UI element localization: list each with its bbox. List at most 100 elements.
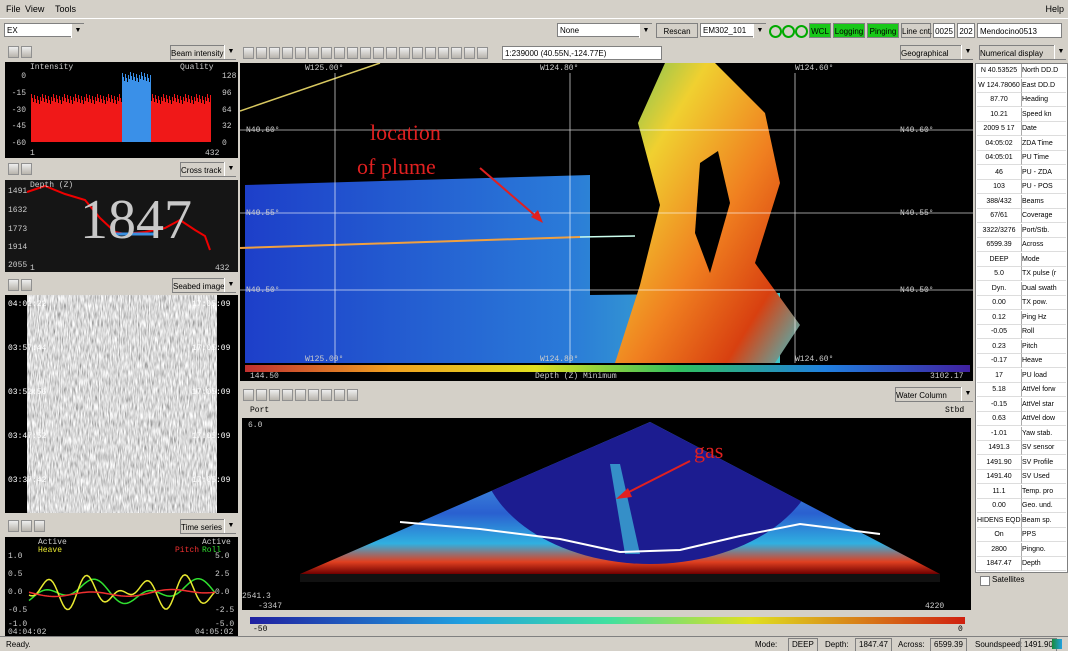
map-tool[interactable] <box>399 47 410 59</box>
y-tick-label: -30 <box>11 106 26 115</box>
intensity-bar-decor <box>48 96 49 142</box>
map-tool[interactable] <box>243 47 254 59</box>
label-cell: Heave <box>1022 354 1066 368</box>
water-column-panel <box>240 404 973 636</box>
intensity-bar-decor <box>145 77 146 142</box>
map-tool[interactable] <box>412 47 423 59</box>
dropdown-arrow[interactable]: ▼ <box>1054 45 1067 59</box>
menu-item[interactable]: File <box>6 4 21 14</box>
map-tool[interactable] <box>256 47 267 59</box>
wc-tool[interactable] <box>347 389 358 401</box>
dropdown-arrow[interactable]: ▼ <box>753 24 766 38</box>
label-cell: Mode <box>1022 253 1066 267</box>
wc-tool[interactable] <box>295 389 306 401</box>
dropdown-arrow[interactable]: ▼ <box>224 162 237 176</box>
wc-tool[interactable] <box>256 389 267 401</box>
map-tool[interactable] <box>451 47 462 59</box>
wc-tool[interactable] <box>282 389 293 401</box>
intensity-bar-decor <box>93 100 94 142</box>
intensity-bar-decor <box>127 82 128 142</box>
intensity-bar-decor <box>131 76 132 142</box>
panel-icon[interactable] <box>21 279 32 291</box>
checkbox[interactable] <box>980 576 990 586</box>
dropdown-arrow[interactable]: ▼ <box>639 24 652 38</box>
source-select[interactable]: None <box>557 23 652 37</box>
y-tick-label: 0 <box>21 72 26 81</box>
separator <box>0 18 1068 19</box>
map-tool[interactable] <box>386 47 397 59</box>
panel-icon[interactable] <box>21 520 32 532</box>
map-tool[interactable] <box>269 47 280 59</box>
menu-item[interactable]: Tools <box>55 4 77 14</box>
label-cell: Beam sp. <box>1022 514 1066 528</box>
map-tool[interactable] <box>438 47 449 59</box>
value-cell: W 124.78060 <box>977 78 1022 93</box>
panel-icon[interactable] <box>8 520 19 532</box>
intensity-bar-decor <box>76 98 77 142</box>
map-tool[interactable] <box>321 47 332 59</box>
map-tool[interactable] <box>308 47 319 59</box>
intensity-bar-decor <box>44 102 45 142</box>
value-cell: 2800 <box>977 542 1022 557</box>
label-cell: Port/Stb. <box>1022 224 1066 238</box>
lat-label: N40.60° <box>900 126 934 135</box>
x-tick-label: 432 <box>215 264 230 273</box>
wc-shadow <box>300 574 940 582</box>
map-tool[interactable] <box>477 47 488 59</box>
menu-help[interactable]: Help <box>1045 4 1064 14</box>
map-tool[interactable] <box>347 47 358 59</box>
intensity-bar-decor <box>119 94 120 142</box>
pinging-button[interactable]: Pinging <box>867 23 899 38</box>
map-tool[interactable] <box>360 47 371 59</box>
colorbar-max: 3102.17 <box>930 372 964 381</box>
x-tick-label: 04:05:02 <box>195 628 234 637</box>
panel-icon[interactable] <box>8 163 19 175</box>
panel-icon[interactable] <box>21 163 32 175</box>
dropdown-arrow[interactable]: ▼ <box>224 519 237 533</box>
intensity-bar-decor <box>42 94 43 142</box>
map-view-selector[interactable]: Geographical <box>900 45 973 60</box>
panel-icon[interactable] <box>34 520 45 532</box>
value-cell: 17 <box>977 368 1022 383</box>
logging-button[interactable]: Logging <box>833 23 865 38</box>
rescan-button[interactable]: Rescan <box>656 23 698 38</box>
map-tool[interactable] <box>373 47 384 59</box>
dropdown-arrow[interactable]: ▼ <box>961 387 974 401</box>
menu-item[interactable]: View <box>25 4 45 14</box>
dropdown-arrow[interactable]: ▼ <box>224 278 237 292</box>
intensity-bar-decor <box>189 99 190 142</box>
wc-tool[interactable] <box>269 389 280 401</box>
panel-icon[interactable] <box>8 46 19 58</box>
panel-icon[interactable] <box>8 279 19 291</box>
lon-label: W124.60° <box>795 64 834 73</box>
dropdown-arrow[interactable]: ▼ <box>71 24 84 38</box>
wc-tool[interactable] <box>308 389 319 401</box>
intensity-bar-decor <box>87 98 88 142</box>
wc-tool[interactable] <box>243 389 254 401</box>
dropdown-arrow[interactable]: ▼ <box>224 45 237 59</box>
checkbox-label[interactable]: Satellites <box>992 575 1025 584</box>
map-tool[interactable] <box>282 47 293 59</box>
map-tool[interactable] <box>334 47 345 59</box>
wcl-button[interactable]: WCL <box>809 23 831 38</box>
intensity-bar-decor <box>33 102 34 142</box>
map-tool[interactable] <box>295 47 306 59</box>
dropdown-arrow[interactable]: ▼ <box>961 45 974 59</box>
label-cell: Across <box>1022 238 1066 252</box>
numerical-selector[interactable]: Numerical display <box>979 45 1066 60</box>
line-count-button[interactable]: Line cnt. <box>901 23 932 38</box>
map-tool[interactable] <box>464 47 475 59</box>
wc-xmin: -3347 <box>258 602 283 611</box>
intensity-bar-decor <box>80 103 81 142</box>
panel-icon[interactable] <box>21 46 32 58</box>
wc-tool[interactable] <box>334 389 345 401</box>
intensity-bar-decor <box>166 95 167 142</box>
value-cell: 2009 5 17 <box>977 122 1022 136</box>
y2-tick-label: 0.0 <box>215 588 230 597</box>
wc-tool[interactable] <box>321 389 332 401</box>
intensity-bar-decor <box>70 96 71 142</box>
value-cell: 0.00 <box>977 296 1022 310</box>
label-cell: AttVel forw <box>1022 383 1066 397</box>
map-tool[interactable] <box>425 47 436 59</box>
lat-label: N40.60° <box>246 126 280 135</box>
